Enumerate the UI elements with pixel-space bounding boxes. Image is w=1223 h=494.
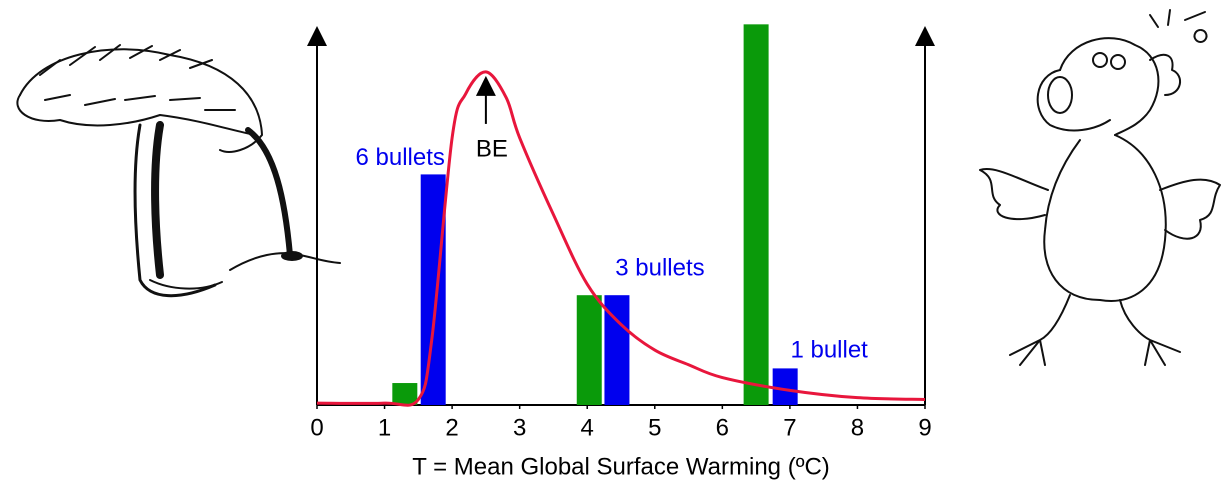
x-tick-label: 1: [378, 414, 391, 441]
bar-value-label: 1 bullet: [790, 337, 868, 364]
annotation: BE: [476, 135, 508, 162]
bar-value-label: 3 bullets: [615, 255, 704, 282]
bar: [392, 383, 418, 405]
x-tick-label: 3: [513, 414, 526, 441]
x-axis-label: T = Mean Global Surface Warming (ºC): [412, 453, 830, 480]
x-tick-label: 5: [648, 414, 661, 441]
x-tick-label: 6: [716, 414, 729, 441]
x-tick-label: 8: [851, 414, 864, 441]
x-tick-label: 4: [581, 414, 594, 441]
chicken-illustration: [979, 9, 1221, 366]
bar: [420, 174, 446, 405]
bar: [772, 368, 798, 405]
bar: [576, 295, 602, 405]
x-tick-label: 7: [783, 414, 796, 441]
x-tick-label: 2: [445, 414, 458, 441]
bar-value-label: 6 bullets: [356, 144, 445, 171]
curve: [316, 70, 926, 407]
ostrich-illustration: [16, 44, 341, 298]
x-tick-label: 0: [310, 414, 323, 441]
x-tick-label: 9: [918, 414, 931, 441]
bar: [743, 24, 769, 405]
